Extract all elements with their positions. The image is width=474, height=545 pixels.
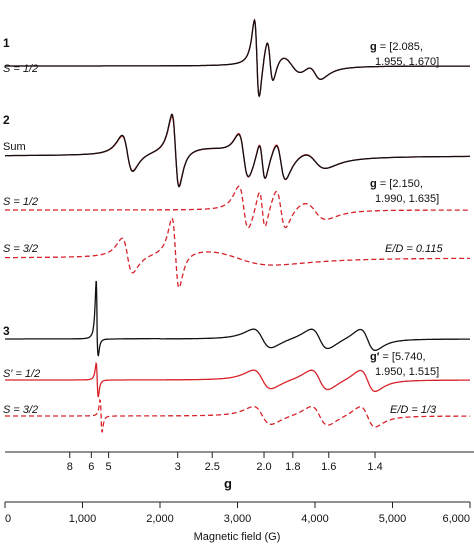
spectrum-trace — [5, 398, 470, 433]
panel-3-ed: E/D = 1/3 — [390, 404, 437, 416]
panel-3-g-line1: = [5.740, — [379, 351, 425, 363]
field-tick-label: 1,000 — [69, 513, 97, 525]
g-tick-label: 6 — [88, 461, 94, 473]
g-tick-label: 1.4 — [367, 461, 382, 473]
g-tick-label: 2.0 — [256, 461, 271, 473]
panel-3-spin-a: S′ = 1/2 — [3, 368, 40, 380]
field-tick-label: 5,000 — [379, 513, 407, 525]
panel-1-g-symbol: g — [370, 41, 377, 53]
g-tick-label: 8 — [67, 461, 73, 473]
field-tick-label: 0 — [5, 513, 11, 525]
panel-3-g-label: g′ = [5.740, — [370, 351, 426, 363]
spectrum-trace — [5, 185, 470, 229]
spectrum-trace — [5, 18, 470, 98]
g-tick-label: 1.6 — [321, 461, 336, 473]
spectrum-trace — [5, 115, 470, 187]
spectrum-trace — [5, 280, 470, 357]
panel-1-number: 1 — [3, 36, 10, 50]
panel-1-g-line1: = [2.085, — [377, 41, 423, 53]
panel-2-g-line2: 1.990, 1.635] — [375, 193, 439, 205]
panel-2-g-line1: = [2.150, — [377, 178, 423, 190]
panel-2-ed: E/D = 0.115 — [385, 243, 443, 255]
spectrum-trace — [5, 113, 470, 188]
g-tick-label: 1.8 — [285, 461, 300, 473]
panel-2-spin-b: S = 3/2 — [3, 243, 38, 255]
field-tick-label: 3,000 — [224, 513, 252, 525]
g-axis-ticks: 8 6 5 3 2.5 2.0 1.8 1.6 1.4 — [67, 452, 383, 473]
panel-2-g-label: g = [2.150, — [370, 178, 423, 190]
spectra-traces — [5, 18, 470, 433]
g-axis-title: g — [224, 476, 232, 491]
field-axis-title: Magnetic field (G) — [194, 531, 281, 543]
panel-1-spin: S = 1/2 — [3, 63, 38, 75]
panel-3-spin-b: S = 3/2 — [3, 404, 38, 416]
panel-2-spin-a: S = 1/2 — [3, 196, 38, 208]
g-tick-label: 2.5 — [205, 461, 220, 473]
field-tick-label: 4,000 — [301, 513, 329, 525]
spectrum-trace — [5, 362, 470, 398]
g-tick-label: 3 — [175, 461, 181, 473]
field-tick-label: 2,000 — [146, 513, 174, 525]
panel-3-number: 3 — [3, 324, 10, 338]
panel-3-g-line2: 1.950, 1.515] — [375, 366, 439, 378]
panel-2-g-symbol: g — [370, 178, 377, 190]
spectrum-trace — [5, 217, 470, 289]
panel-1-g-line2: 1.955, 1.670] — [375, 56, 439, 68]
panel-2-sum: Sum — [3, 141, 26, 153]
panel-1-g-label: g = [2.085, — [370, 41, 423, 53]
panel-2-number: 2 — [3, 113, 10, 127]
field-tick-label: 6,000 — [442, 513, 470, 525]
field-axis-ticks: 0 1,000 2,000 3,000 4,000 5,000 6,000 — [4, 502, 471, 525]
panel-3-g-symbol: g′ — [370, 351, 380, 363]
g-tick-label: 5 — [106, 461, 112, 473]
